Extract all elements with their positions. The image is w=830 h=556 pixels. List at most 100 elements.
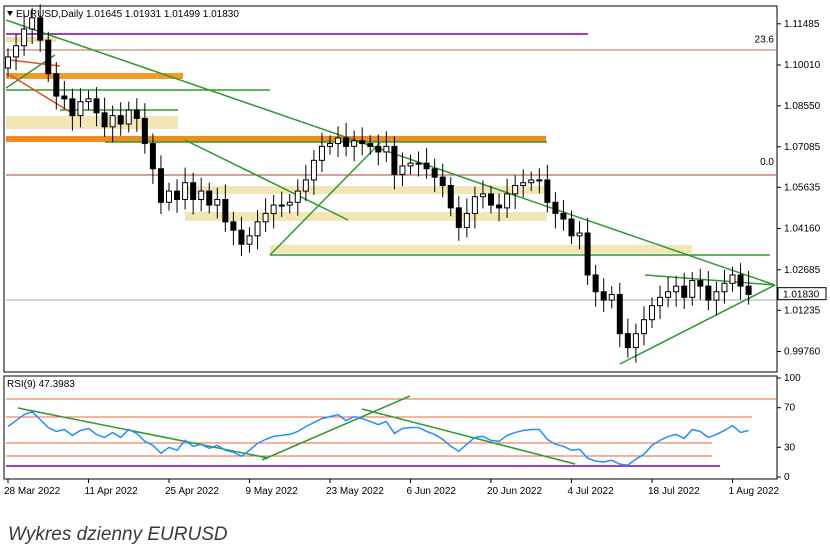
candle (520, 169, 527, 198)
rsi-tick-label: 0 (784, 472, 790, 483)
candle-body (77, 101, 84, 117)
current-price-box (777, 287, 827, 301)
candle (69, 88, 76, 131)
rsi-line (7, 410, 749, 466)
fib-label: 23.6 (755, 35, 775, 46)
candle (238, 216, 245, 256)
candle-body (286, 201, 293, 206)
candle-body (174, 190, 181, 200)
candle-body (335, 137, 342, 145)
candle (230, 211, 237, 246)
candle (37, 4, 44, 52)
candle (632, 323, 639, 363)
candle-body (512, 185, 519, 195)
zone-6 (185, 212, 547, 221)
candle (182, 167, 189, 210)
candle-body (399, 165, 406, 175)
candle (439, 163, 446, 198)
candle-body (61, 95, 68, 100)
candle-body (359, 140, 366, 145)
collapse-triangle-icon[interactable] (7, 11, 13, 16)
candle-body (278, 204, 285, 207)
candle (302, 164, 309, 202)
date-tick-label: 18 Jul 2022 (648, 486, 700, 497)
zone-3 (6, 116, 178, 129)
candle-body (520, 182, 527, 187)
candle-body (327, 143, 333, 147)
candle-body (206, 190, 213, 206)
candle-body (85, 98, 92, 103)
candle-body (665, 291, 672, 298)
candles-group (5, 4, 752, 363)
candle (455, 196, 462, 241)
candle-body (101, 112, 108, 128)
candle (431, 158, 438, 193)
candle-body (536, 179, 543, 182)
candle-body (310, 159, 317, 181)
candle-body (343, 137, 350, 147)
candle (399, 152, 406, 187)
candle-body (544, 179, 551, 203)
candle-body (463, 212, 470, 228)
downtrend-line (5, 19, 776, 286)
candle-body (737, 274, 744, 287)
candle (423, 148, 430, 179)
candle-body (157, 168, 164, 203)
candle (657, 285, 664, 320)
rsi-series-group (7, 410, 749, 466)
candle-body (560, 212, 567, 220)
candle-body (318, 145, 325, 161)
candle (608, 286, 615, 309)
candle-body (496, 204, 503, 209)
candle-body (600, 291, 607, 301)
candle-body (552, 201, 559, 214)
candle (504, 178, 511, 218)
triangle-lower (619, 284, 776, 365)
candle-body (649, 305, 655, 321)
candle-body (254, 221, 261, 237)
candle-body (69, 98, 76, 117)
candle-body (673, 285, 680, 293)
candle (391, 136, 398, 190)
candle-body (657, 296, 664, 307)
candle (278, 191, 285, 217)
candle-body (616, 294, 623, 335)
fib-label: 0.0 (760, 157, 774, 168)
candle (101, 97, 108, 137)
candle-body (608, 294, 615, 301)
candle (729, 266, 736, 292)
candle (536, 168, 543, 194)
zone-4 (6, 136, 546, 142)
candle-body (29, 17, 36, 30)
chart-frame: 1.11485 1.10010 1.08550 1.07085 1.05635 1.041… (3, 4, 827, 497)
candle (21, 13, 28, 56)
rsi-tick-label: 70 (784, 403, 796, 414)
candle (13, 33, 20, 71)
candle-body (471, 196, 478, 214)
candle-body (697, 280, 704, 287)
candle-body (125, 109, 132, 125)
candle-body (149, 143, 156, 170)
candle (721, 269, 728, 304)
candle-body (117, 115, 124, 125)
candle (53, 61, 60, 110)
drawn-annotations (5, 19, 776, 365)
candle-body (576, 232, 583, 237)
price-tick-label: 1.05635 (784, 182, 821, 193)
date-tick-label: 9 May 2022 (246, 486, 299, 497)
candle-body (504, 193, 511, 209)
date-tick-label: 11 Apr 2022 (85, 486, 139, 497)
trend-mid (184, 139, 349, 221)
candle-body (302, 179, 309, 192)
candle-body (182, 182, 189, 200)
candle-body (624, 333, 631, 349)
axis-group: 1.11485 1.10010 1.08550 1.07085 1.05635 1.041… (4, 19, 827, 497)
candle (125, 101, 132, 133)
zone-2 (6, 73, 183, 79)
candle (560, 200, 567, 231)
candle (649, 297, 655, 329)
candle (318, 132, 325, 173)
candle (681, 272, 688, 310)
rsi-trend-2 (261, 395, 411, 461)
candle-body (640, 319, 647, 335)
